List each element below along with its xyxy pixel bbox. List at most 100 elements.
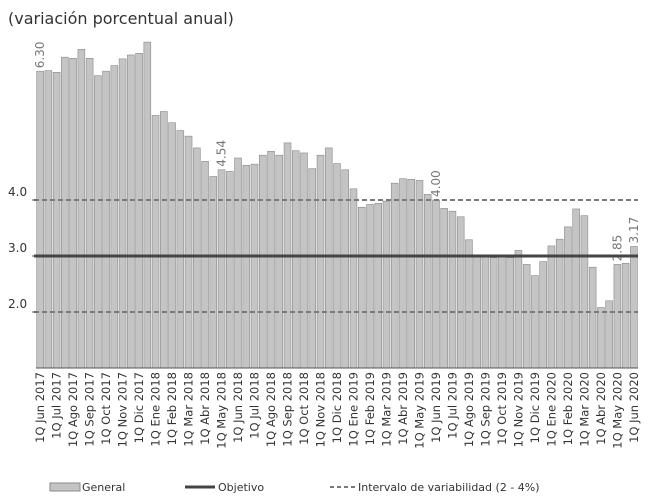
data-label: 4.54 xyxy=(215,140,229,167)
bar xyxy=(539,261,547,369)
bar xyxy=(597,307,605,369)
data-label: 3.17 xyxy=(627,217,641,244)
x-tick-label: 1Q Jun 2019 xyxy=(429,372,443,443)
bar xyxy=(52,72,61,369)
x-tick-label: 1Q Mar 2020 xyxy=(577,372,591,447)
x-tick-label: 1Q Ago 2019 xyxy=(462,372,476,447)
bar xyxy=(333,163,341,369)
bar xyxy=(275,154,284,369)
bar xyxy=(209,176,218,369)
x-tick-label: 1Q Oct 2018 xyxy=(297,372,311,445)
x-tick-label: 1Q Ene 2019 xyxy=(346,372,360,447)
bar xyxy=(69,58,77,369)
bar xyxy=(564,226,572,369)
bar xyxy=(465,239,473,369)
x-tick-label: 1Q May 2018 xyxy=(215,372,229,449)
bar xyxy=(176,130,185,369)
x-tick-label: 1Q Jun 2018 xyxy=(231,372,245,443)
x-tick-label: 1Q Ago 2017 xyxy=(66,372,80,447)
bar xyxy=(440,208,448,369)
x-tick-label: 1Q Jul 2018 xyxy=(248,372,262,439)
bar xyxy=(374,203,382,369)
bar xyxy=(432,199,440,369)
x-tick-label: 1Q Ago 2018 xyxy=(264,372,278,447)
bar xyxy=(613,264,622,369)
x-tick-label: 1Q Abr 2020 xyxy=(594,372,608,445)
legend-label: Intervalo de variabilidad (2 - 4%) xyxy=(358,481,540,494)
bar xyxy=(580,215,589,369)
bar xyxy=(531,275,539,369)
x-tick-label: 1Q Mar 2018 xyxy=(182,372,196,447)
bar xyxy=(308,168,317,369)
bar xyxy=(234,157,242,369)
x-tick-label: 1Q Nov 2017 xyxy=(116,372,130,447)
x-tick-label: 1Q Jul 2017 xyxy=(50,372,64,439)
x-tick-label: 1Q Jul 2019 xyxy=(445,372,459,439)
legend-label: Objetivo xyxy=(218,481,264,494)
bar xyxy=(588,266,597,369)
chart-title: (variación porcentual anual) xyxy=(8,9,234,28)
bar xyxy=(143,41,152,369)
x-tick-label: 1Q Sep 2019 xyxy=(478,372,492,447)
x-tick-label: 1Q Sep 2018 xyxy=(281,372,295,447)
x-tick-label: 1Q Nov 2018 xyxy=(314,372,328,447)
bar xyxy=(382,200,391,369)
bar xyxy=(77,49,86,369)
bar xyxy=(456,216,465,369)
legend-label: General xyxy=(82,481,125,494)
x-tick-label: 1Q Dic 2018 xyxy=(330,372,344,443)
bar xyxy=(423,194,432,369)
x-tick-label: 1Q Sep 2017 xyxy=(83,372,97,447)
legend-swatch xyxy=(49,482,81,492)
y-tick-label: 4.0 xyxy=(8,185,27,199)
x-tick-label: 1Q Ene 2018 xyxy=(149,372,163,447)
bar xyxy=(94,75,102,369)
bar xyxy=(448,210,457,369)
bar xyxy=(522,264,531,369)
y-tick-label: 3.0 xyxy=(8,241,27,255)
bar xyxy=(36,70,44,369)
y-tick-label: 2.0 xyxy=(8,297,27,311)
bar xyxy=(357,206,366,369)
bar xyxy=(621,262,630,369)
bar xyxy=(61,56,69,369)
bar xyxy=(168,122,176,369)
data-label: 4.00 xyxy=(429,170,443,197)
bar xyxy=(407,178,415,369)
bar xyxy=(259,154,267,369)
bar xyxy=(44,70,53,369)
bar xyxy=(151,115,160,369)
bar xyxy=(201,161,209,369)
bar xyxy=(127,54,135,369)
x-tick-label: 1Q Dic 2019 xyxy=(528,372,542,443)
bar xyxy=(415,180,424,369)
x-tick-label: 1Q Mar 2019 xyxy=(379,372,393,447)
bar xyxy=(547,245,556,369)
bar xyxy=(390,182,399,369)
x-tick-label: 1Q May 2020 xyxy=(610,372,624,449)
bar xyxy=(292,150,300,369)
x-tick-label: 1Q Ene 2020 xyxy=(544,372,558,447)
bar xyxy=(399,178,407,369)
bar xyxy=(555,238,564,369)
bar xyxy=(572,208,580,369)
x-tick-label: 1Q Abr 2018 xyxy=(198,372,212,445)
bar xyxy=(135,52,143,369)
bar xyxy=(324,147,333,369)
bar xyxy=(184,135,193,369)
bar xyxy=(85,58,94,369)
x-tick-label: 1Q Jun 2020 xyxy=(627,372,641,443)
x-tick-label: 1Q Oct 2019 xyxy=(495,372,509,445)
bar xyxy=(267,150,275,369)
x-tick-label: 1Q Nov 2019 xyxy=(511,372,525,447)
bar xyxy=(630,246,638,369)
bar xyxy=(300,152,308,369)
bar xyxy=(514,250,523,369)
x-tick-label: 1Q Feb 2018 xyxy=(165,372,179,445)
bar xyxy=(242,164,251,369)
x-tick-label: 1Q Feb 2020 xyxy=(561,372,575,445)
x-tick-label: 1Q Oct 2017 xyxy=(99,372,113,445)
bar xyxy=(118,58,127,369)
x-tick-label: 1Q Feb 2019 xyxy=(363,372,377,445)
